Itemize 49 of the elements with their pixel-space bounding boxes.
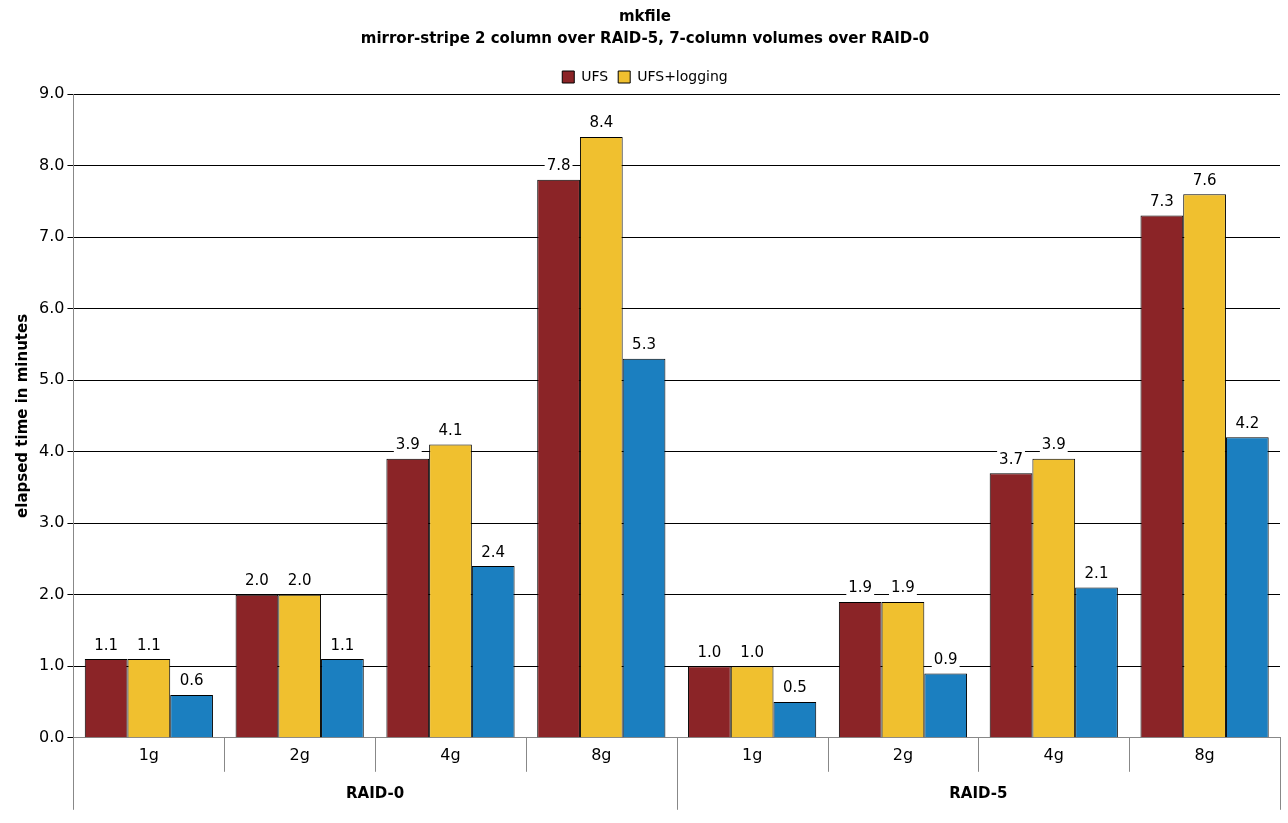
data-label: 1.1 — [94, 635, 119, 654]
data-label: 4.1 — [438, 420, 463, 439]
data-label: 3.9 — [395, 435, 420, 454]
y-axis-title: elapsed time in minutes — [12, 313, 31, 518]
data-label: 0.5 — [782, 678, 807, 697]
x-tick-label: 8g — [591, 744, 612, 764]
x-tick-label: 4g — [1043, 744, 1064, 764]
data-label: 0.9 — [933, 649, 958, 668]
legend-label: UFS — [581, 67, 609, 84]
data-label: 1.9 — [848, 578, 873, 597]
data-label: 1.0 — [697, 642, 722, 661]
data-label: 2.1 — [1084, 563, 1109, 582]
y-tick-label: 8.0 — [38, 154, 65, 174]
data-label: 3.9 — [1041, 435, 1066, 454]
chart-title: mkfile — [618, 6, 672, 25]
y-tick-label: 2.0 — [38, 583, 65, 603]
data-label: 7.3 — [1149, 192, 1174, 210]
y-tick-label: 1.0 — [38, 655, 65, 675]
data-label: 2.4 — [481, 542, 506, 561]
legend-label: UFS+logging — [637, 67, 728, 84]
x-tick-label: 4g — [440, 744, 461, 764]
y-tick-label: 6.0 — [38, 297, 65, 317]
data-label: 4.2 — [1235, 413, 1260, 432]
y-tick-label: 5.0 — [38, 369, 65, 389]
y-tick-label: 7.0 — [38, 226, 65, 246]
data-label: 1.0 — [740, 642, 765, 661]
data-label: 5.3 — [632, 335, 656, 354]
x-tick-label: 2g — [892, 744, 914, 764]
data-label: 0.6 — [179, 671, 204, 690]
data-label: 1.1 — [136, 635, 161, 654]
text: RAID-5 — [949, 783, 1008, 802]
data-label: 3.7 — [999, 449, 1023, 468]
chart-subtitle: mirror-stripe 2 column over RAID-5, 7-column volumes over RAID-0 — [360, 28, 930, 47]
y-tick-label: 3.0 — [38, 512, 65, 532]
data-label: 8.4 — [589, 113, 614, 132]
y-tick-label: 9.0 — [38, 83, 65, 103]
x-tick-label: 1g — [741, 744, 763, 764]
x-tick-label: 8g — [1194, 744, 1215, 764]
x-tick-label: 2g — [289, 744, 310, 764]
text: RAID-0 — [346, 783, 405, 802]
x-tick-label: 1g — [138, 744, 160, 764]
data-label: 7.8 — [546, 156, 571, 175]
y-tick-label: 4.0 — [38, 440, 65, 460]
data-label: 2.0 — [287, 571, 312, 590]
y-tick-label: 0.0 — [38, 726, 65, 746]
data-label: 7.6 — [1192, 170, 1217, 189]
data-label: 2.0 — [245, 571, 269, 590]
data-label: 1.9 — [891, 578, 915, 597]
data-label: 1.1 — [330, 635, 355, 654]
